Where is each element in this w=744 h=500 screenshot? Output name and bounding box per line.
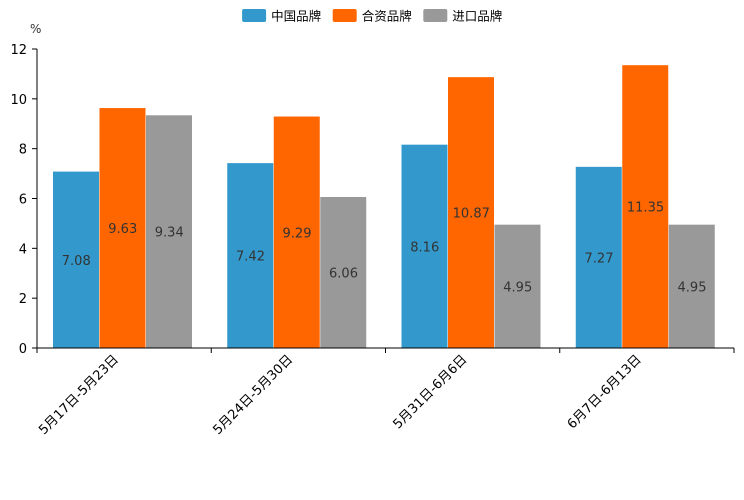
bar-value-label: 7.08 <box>62 254 91 269</box>
x-tick-label: 5月24日-5月30日 <box>210 352 296 438</box>
legend-swatch <box>242 9 267 22</box>
bar-value-label: 8.16 <box>410 240 439 255</box>
bar-value-label: 6.06 <box>329 267 358 282</box>
x-tick-label: 5月31日-6月6日 <box>391 352 471 432</box>
bar-value-label: 9.29 <box>283 226 312 241</box>
bar <box>227 163 274 348</box>
x-tick-label: 5月17日-5月23日 <box>36 352 122 438</box>
bar-value-label: 9.63 <box>108 222 137 237</box>
bar <box>146 115 192 348</box>
bar <box>448 77 494 349</box>
bar <box>320 197 367 348</box>
bar <box>494 224 541 348</box>
bar-value-label: 7.42 <box>236 250 265 265</box>
bars: 7.08 9.63 9.34 7.42 9.29 6.06 8.16 10.87 4.95 7.2… <box>53 65 715 349</box>
bar <box>273 116 320 348</box>
y-axis: 0 2 4 6 8 10 12 <box>10 43 38 357</box>
y-tick-label: 10 <box>10 93 27 108</box>
bar <box>575 166 622 348</box>
bar <box>401 144 448 348</box>
legend-swatch <box>423 9 448 22</box>
y-tick-label: 2 <box>19 292 27 307</box>
y-axis-unit-label: % <box>30 22 41 36</box>
y-tick-label: 8 <box>19 143 27 158</box>
bar-value-label: 11.35 <box>627 201 664 216</box>
bar-value-label: 7.27 <box>585 251 614 266</box>
legend-label: 中国品牌 <box>271 9 321 24</box>
legend-label: 进口品牌 <box>452 9 502 24</box>
y-tick-label: 6 <box>19 193 27 208</box>
bar <box>622 65 669 348</box>
bar <box>99 108 146 349</box>
bar <box>668 224 715 348</box>
y-tick-label: 0 <box>19 342 27 357</box>
legend: 中国品牌 合资品牌 进口品牌 <box>242 9 502 24</box>
x-axis: 5月17日-5月23日 5月24日-5月30日 5月31日-6月6日 6月7日-6月1… <box>36 347 735 438</box>
legend-swatch <box>332 9 357 22</box>
y-tick-label: 12 <box>10 43 27 58</box>
bar-value-label: 4.95 <box>678 280 707 295</box>
legend-label: 合资品牌 <box>362 9 412 24</box>
bar-value-label: 9.34 <box>155 226 184 241</box>
y-tick-label: 4 <box>19 242 27 257</box>
x-tick-label: 6月7日-6月13日 <box>565 352 645 432</box>
bar-value-label: 10.87 <box>453 207 490 222</box>
bar-value-label: 4.95 <box>503 280 532 295</box>
bar <box>53 171 99 348</box>
